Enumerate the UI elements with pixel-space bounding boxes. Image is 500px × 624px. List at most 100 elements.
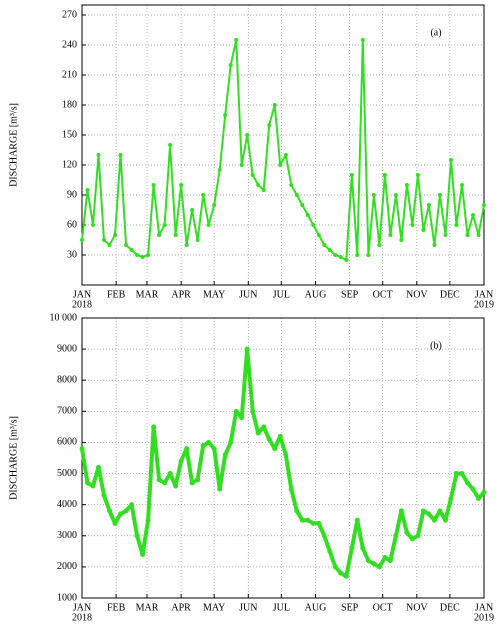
data-point bbox=[206, 439, 212, 445]
data-point bbox=[118, 511, 124, 517]
data-point bbox=[289, 183, 294, 187]
data-point bbox=[283, 153, 288, 157]
data-point bbox=[327, 548, 333, 554]
data-point bbox=[338, 255, 343, 259]
data-point bbox=[398, 508, 404, 514]
data-point bbox=[234, 38, 239, 42]
data-point bbox=[167, 471, 173, 477]
x-tick-label: AUG bbox=[305, 602, 327, 613]
data-point bbox=[310, 520, 316, 526]
data-point bbox=[360, 545, 366, 551]
data-point bbox=[85, 188, 90, 192]
data-point bbox=[195, 238, 200, 242]
data-point bbox=[481, 489, 487, 495]
data-point bbox=[415, 533, 421, 539]
y-tick-label: 10 000 bbox=[50, 312, 78, 323]
data-point bbox=[437, 508, 443, 514]
x-tick-label: NOV bbox=[406, 602, 428, 613]
x-tick-label: FEB bbox=[107, 289, 126, 300]
data-point bbox=[470, 486, 476, 492]
data-point bbox=[228, 63, 233, 67]
data-point bbox=[333, 253, 338, 257]
x-tick-label: JUL bbox=[273, 602, 290, 613]
data-point bbox=[162, 223, 167, 227]
data-point bbox=[415, 173, 420, 177]
data-point bbox=[278, 163, 283, 167]
data-point bbox=[332, 564, 338, 570]
x-tick-label: OCT bbox=[373, 289, 393, 300]
x-tick-label: OCT bbox=[373, 602, 393, 613]
data-point bbox=[322, 243, 327, 247]
data-point bbox=[453, 471, 459, 477]
data-point bbox=[211, 446, 217, 452]
data-point bbox=[206, 223, 211, 227]
data-point bbox=[140, 255, 145, 259]
x-tick-label: JUN bbox=[239, 289, 257, 300]
panel-label: (b) bbox=[430, 340, 442, 351]
data-point bbox=[222, 452, 228, 458]
data-point bbox=[399, 238, 404, 242]
data-point bbox=[410, 223, 415, 227]
y-tick-label: 4000 bbox=[57, 499, 77, 510]
data-point bbox=[393, 533, 399, 539]
data-point bbox=[189, 480, 195, 486]
data-point bbox=[228, 439, 234, 445]
data-point bbox=[223, 113, 228, 117]
data-point bbox=[123, 508, 129, 514]
data-point bbox=[80, 238, 84, 242]
y-axis-title: DISCHARGE [m³/s] bbox=[8, 416, 19, 500]
data-point bbox=[404, 183, 409, 187]
data-point bbox=[195, 477, 201, 483]
data-point bbox=[376, 564, 382, 570]
data-point bbox=[404, 530, 410, 536]
x-tick-label: MAR bbox=[136, 602, 159, 613]
y-tick-label: 5000 bbox=[57, 468, 77, 479]
year-label: 2019 bbox=[474, 612, 494, 623]
data-point bbox=[261, 424, 267, 430]
data-point bbox=[129, 248, 134, 252]
plot-frame bbox=[81, 4, 485, 286]
x-tick-label: AUG bbox=[305, 289, 327, 300]
data-point bbox=[354, 517, 360, 523]
data-point bbox=[365, 558, 371, 564]
x-tick-label: FEB bbox=[107, 602, 126, 613]
data-point bbox=[482, 203, 486, 207]
data-point bbox=[233, 408, 239, 414]
data-point bbox=[156, 477, 162, 483]
data-point bbox=[465, 233, 470, 237]
y-tick-label: 90 bbox=[67, 189, 77, 200]
data-point bbox=[145, 517, 151, 523]
data-point bbox=[146, 253, 151, 257]
data-point bbox=[470, 213, 475, 217]
data-point bbox=[91, 223, 96, 227]
data-point bbox=[294, 508, 300, 514]
y-tick-label: 150 bbox=[62, 129, 77, 140]
data-point bbox=[250, 173, 255, 177]
data-point bbox=[96, 464, 102, 470]
data-point bbox=[157, 233, 162, 237]
data-point bbox=[443, 233, 448, 237]
data-point bbox=[124, 243, 129, 247]
data-point bbox=[360, 38, 365, 42]
data-point bbox=[420, 508, 426, 514]
y-tick-label: 240 bbox=[62, 39, 77, 50]
data-point bbox=[311, 223, 316, 227]
data-point bbox=[338, 570, 344, 576]
data-point bbox=[184, 446, 190, 452]
data-point bbox=[349, 545, 355, 551]
y-tick-label: 210 bbox=[62, 69, 77, 80]
y-tick-label: 270 bbox=[62, 9, 77, 20]
x-tick-label: APR bbox=[171, 602, 191, 613]
data-point bbox=[250, 408, 256, 414]
data-point bbox=[217, 168, 222, 172]
data-point bbox=[294, 193, 299, 197]
data-point bbox=[431, 517, 437, 523]
data-point bbox=[140, 551, 146, 557]
data-point bbox=[327, 248, 332, 252]
y-tick-label: 7000 bbox=[57, 406, 77, 417]
data-point bbox=[184, 243, 189, 247]
x-tick-label: JAN bbox=[73, 602, 91, 613]
y-tick-label: 30 bbox=[67, 249, 77, 260]
data-point bbox=[426, 203, 431, 207]
